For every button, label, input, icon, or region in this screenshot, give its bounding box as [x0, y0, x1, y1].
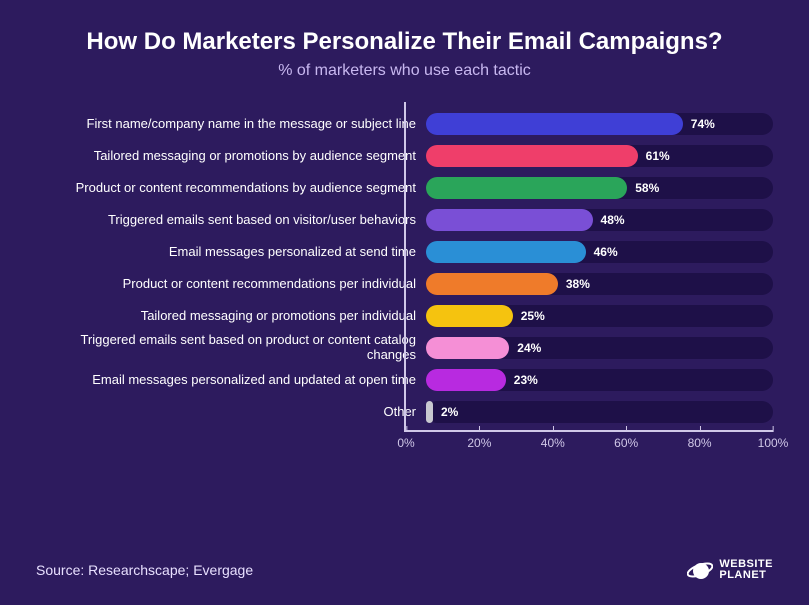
bar-row: Triggered emails sent based on product o…: [56, 332, 773, 364]
bar-value: 38%: [558, 273, 590, 295]
bar-fill: [426, 337, 509, 359]
x-tick: 20%: [467, 432, 491, 450]
bar-fill: [426, 113, 683, 135]
chart-title: How Do Marketers Personalize Their Email…: [36, 28, 773, 56]
bar-value: 74%: [683, 113, 715, 135]
bar-value: 48%: [593, 209, 625, 231]
bar-label: Triggered emails sent based on product o…: [56, 333, 426, 363]
x-tick-label: 40%: [541, 432, 565, 450]
bar-region: 74%: [426, 110, 773, 138]
bar-label: Product or content recommendations per i…: [56, 277, 426, 292]
bar-value: 61%: [638, 145, 670, 167]
bar-row: Product or content recommendations by au…: [56, 172, 773, 204]
bar-fill: [426, 209, 593, 231]
bar-row: Triggered emails sent based on visitor/u…: [56, 204, 773, 236]
bar-row: Other 2%: [56, 396, 773, 428]
bar-label: Tailored messaging or promotions by audi…: [56, 149, 426, 164]
bar-region: 23%: [426, 366, 773, 394]
x-tick-label: 0%: [397, 432, 414, 450]
bar-region: 24%: [426, 334, 773, 362]
bar-fill: [426, 369, 506, 391]
bar-label: First name/company name in the message o…: [56, 117, 426, 132]
bar-value: 24%: [509, 337, 541, 359]
planet-icon: [687, 557, 713, 583]
bar-row: Tailored messaging or promotions per ind…: [56, 300, 773, 332]
bar-label: Email messages personalized and updated …: [56, 373, 426, 388]
bar-row: Email messages personalized at send time…: [56, 236, 773, 268]
bar-value: 46%: [586, 241, 618, 263]
x-axis: 0%20%40%60%80%100%: [406, 430, 773, 454]
bar-row: Product or content recommendations per i…: [56, 268, 773, 300]
bar-row: Email messages personalized and updated …: [56, 364, 773, 396]
bar-label: Tailored messaging or promotions per ind…: [56, 309, 426, 324]
bar-chart: First name/company name in the message o…: [56, 108, 773, 428]
bar-region: 48%: [426, 206, 773, 234]
x-tick: 80%: [688, 432, 712, 450]
brand-logo: WEBSITE PLANET: [687, 557, 773, 583]
x-tick: 40%: [541, 432, 565, 450]
bar-region: 46%: [426, 238, 773, 266]
bar-region: 38%: [426, 270, 773, 298]
x-tick: 100%: [758, 432, 789, 450]
bar-value: 25%: [513, 305, 545, 327]
bar-fill: [426, 241, 586, 263]
bar-label: Triggered emails sent based on visitor/u…: [56, 213, 426, 228]
bar-value: 23%: [506, 369, 538, 391]
x-tick-label: 60%: [614, 432, 638, 450]
source-attribution: Source: Researchscape; Evergage: [36, 562, 253, 578]
x-tick-label: 20%: [467, 432, 491, 450]
bar-region: 2%: [426, 398, 773, 426]
bar-label: Email messages personalized at send time: [56, 245, 426, 260]
brand-line2: PLANET: [719, 570, 773, 581]
bar-region: 58%: [426, 174, 773, 202]
bar-fill: [426, 177, 627, 199]
bar-track: [426, 401, 773, 423]
bar-fill: [426, 305, 513, 327]
y-axis-line: [404, 102, 406, 432]
x-tick-label: 100%: [758, 432, 789, 450]
chart-subtitle: % of marketers who use each tactic: [36, 62, 773, 80]
bar-fill: [426, 401, 433, 423]
bar-region: 61%: [426, 142, 773, 170]
bar-fill: [426, 145, 638, 167]
bar-row: Tailored messaging or promotions by audi…: [56, 140, 773, 172]
x-tick: 60%: [614, 432, 638, 450]
x-tick-label: 80%: [688, 432, 712, 450]
bar-value: 2%: [433, 401, 458, 423]
bar-region: 25%: [426, 302, 773, 330]
x-tick: 0%: [397, 432, 414, 450]
bar-row: First name/company name in the message o…: [56, 108, 773, 140]
bar-label: Product or content recommendations by au…: [56, 181, 426, 196]
bar-fill: [426, 273, 558, 295]
bar-label: Other: [56, 405, 426, 420]
bar-value: 58%: [627, 177, 659, 199]
